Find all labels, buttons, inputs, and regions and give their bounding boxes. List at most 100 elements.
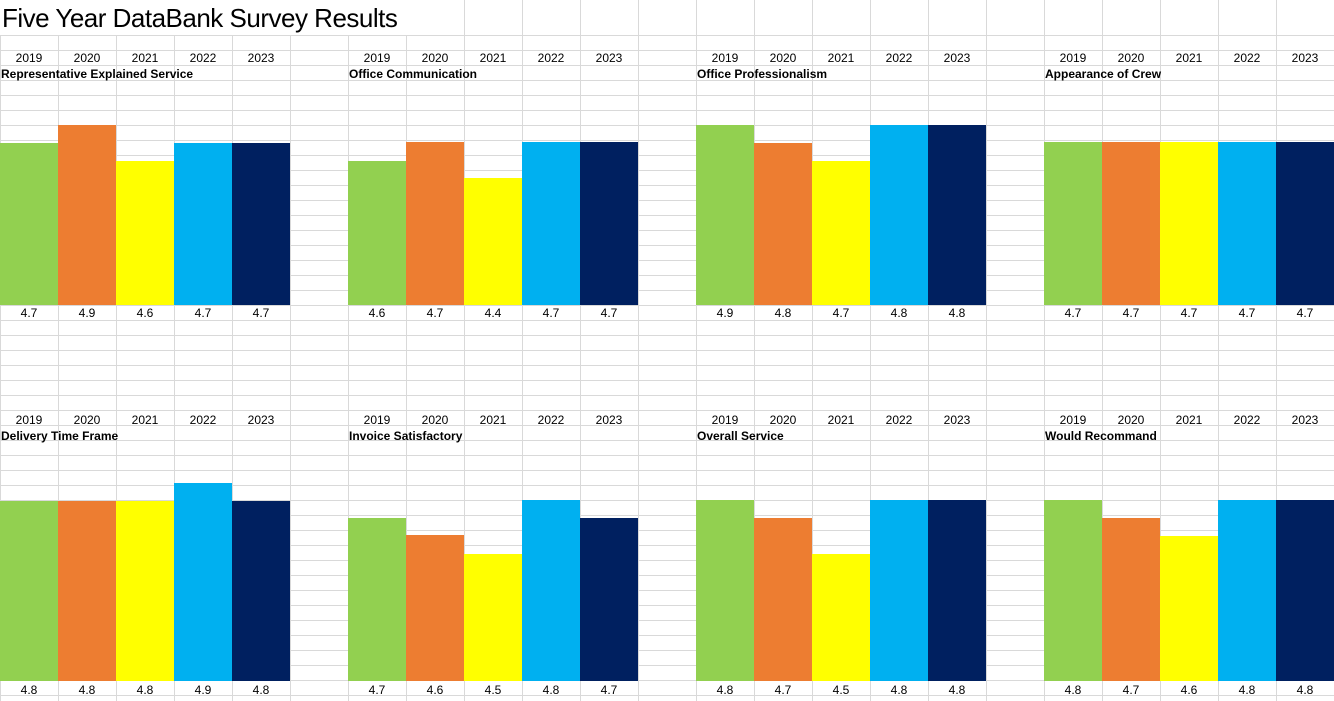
value-label: 4.7: [194, 306, 212, 320]
value-label: 4.7: [600, 306, 618, 320]
value-label: 4.8: [252, 683, 270, 697]
bar-2020: [1102, 518, 1160, 681]
chart-title: Appearance of Crew: [1045, 67, 1162, 81]
year-label: 2023: [1291, 51, 1319, 65]
bar-2023: [928, 125, 986, 305]
bar-2019: [0, 501, 58, 681]
bar-2023: [232, 501, 290, 681]
value-label: 4.8: [948, 683, 966, 697]
chart-would-recommand[interactable]: 2019 2020 2021 2022 2023 Would Recommand 4.8 4.…: [1044, 413, 1334, 701]
value-label: 4.8: [1064, 683, 1082, 697]
chart-appearance-of-crew[interactable]: 2019 2020 2021 2022 2023 Appearance of Crew 4.…: [1044, 51, 1334, 350]
year-label: 2023: [1291, 413, 1319, 427]
bar-2021: [812, 161, 870, 305]
year-label: 2019: [1059, 51, 1087, 65]
bar-2019: [0, 143, 58, 305]
bar-2023: [232, 143, 290, 305]
year-label: 2022: [885, 51, 913, 65]
value-label: 4.8: [1238, 683, 1256, 697]
bar-2021: [812, 554, 870, 681]
value-label: 4.9: [78, 306, 96, 320]
value-label: 4.9: [716, 306, 734, 320]
value-label: 4.7: [1122, 683, 1140, 697]
chart-title: Delivery Time Frame: [1, 429, 119, 443]
year-label: 2020: [769, 51, 797, 65]
value-label: 4.6: [1180, 683, 1198, 697]
value-label: 4.6: [426, 683, 444, 697]
bar-2020: [58, 501, 116, 681]
year-label: 2021: [131, 51, 159, 65]
chart-overall-service[interactable]: 2019 2020 2021 2022 2023 Overall Service 4.8 4.…: [696, 413, 986, 701]
bar-2022: [1218, 142, 1276, 305]
year-label: 2019: [15, 413, 43, 427]
bar-2022: [1218, 500, 1276, 681]
bar-2021: [116, 501, 174, 681]
year-label: 2022: [537, 51, 565, 65]
chart-title: Representative Explained Service: [1, 67, 194, 81]
value-label: 4.8: [948, 306, 966, 320]
bar-2019: [696, 125, 754, 305]
bar-2019: [348, 518, 406, 681]
value-label: 4.8: [78, 683, 96, 697]
year-label: 2022: [537, 413, 565, 427]
bar-2022: [522, 500, 580, 681]
year-label: 2020: [73, 413, 101, 427]
value-label: 4.8: [716, 683, 734, 697]
value-label: 4.8: [136, 683, 154, 697]
bar-2021: [464, 178, 522, 305]
year-label: 2019: [363, 51, 391, 65]
bar-2019: [348, 161, 406, 305]
year-label: 2021: [479, 413, 507, 427]
chart-title: Office Communication: [349, 67, 478, 81]
year-label: 2020: [769, 413, 797, 427]
year-label: 2021: [1175, 51, 1203, 65]
bar-2023: [1276, 142, 1334, 305]
bar-2020: [406, 535, 464, 681]
sheet-gridlines-title-row: [464, 0, 1334, 35]
year-label: 2021: [827, 51, 855, 65]
chart-representative-explained-service[interactable]: 2019 2020 2021 2022 2023 Representative Expla…: [0, 51, 290, 350]
year-label: 2020: [1117, 413, 1145, 427]
chart-title: Invoice Satisfactory: [349, 429, 463, 443]
bar-2022: [174, 483, 232, 681]
chart-delivery-time-frame[interactable]: 2019 2020 2021 2022 2023 Delivery Time Frame 4…: [0, 413, 290, 701]
chart-office-professionalism[interactable]: 2019 2020 2021 2022 2023 Office Professionali…: [696, 51, 986, 350]
value-label: 4.7: [1180, 306, 1198, 320]
value-label: 4.7: [1296, 306, 1314, 320]
year-label: 2022: [885, 413, 913, 427]
chart-title: Office Professionalism: [697, 67, 828, 81]
value-label: 4.6: [136, 306, 154, 320]
chart-invoice-satisfactory[interactable]: 2019 2020 2021 2022 2023 Invoice Satisfactory…: [348, 413, 638, 701]
year-label: 2023: [943, 51, 971, 65]
year-label: 2021: [479, 51, 507, 65]
year-label: 2020: [421, 413, 449, 427]
value-label: 4.7: [1238, 306, 1256, 320]
year-label: 2019: [711, 413, 739, 427]
value-label: 4.7: [252, 306, 270, 320]
bar-2020: [754, 518, 812, 681]
bar-2021: [1160, 536, 1218, 681]
value-label: 4.7: [774, 683, 792, 697]
year-label: 2020: [73, 51, 101, 65]
chart-title: Would Recommand: [1045, 429, 1157, 443]
bar-2020: [1102, 142, 1160, 305]
year-label: 2019: [15, 51, 43, 65]
year-label: 2022: [189, 51, 217, 65]
value-label: 4.7: [368, 683, 386, 697]
value-label: 4.8: [890, 306, 908, 320]
year-label: 2021: [131, 413, 159, 427]
year-label: 2023: [247, 51, 275, 65]
bar-2021: [464, 554, 522, 681]
value-label: 4.8: [20, 683, 38, 697]
bar-2023: [580, 142, 638, 305]
value-label: 4.7: [832, 306, 850, 320]
value-label: 4.7: [542, 306, 560, 320]
bar-2022: [870, 500, 928, 681]
year-label: 2021: [1175, 413, 1203, 427]
year-label: 2019: [711, 51, 739, 65]
chart-title: Overall Service: [697, 429, 784, 443]
chart-office-communication[interactable]: 2019 2020 2021 2022 2023 Office Communication…: [348, 51, 638, 350]
value-label: 4.7: [1122, 306, 1140, 320]
page-title: Five Year DataBank Survey Results: [2, 3, 398, 33]
